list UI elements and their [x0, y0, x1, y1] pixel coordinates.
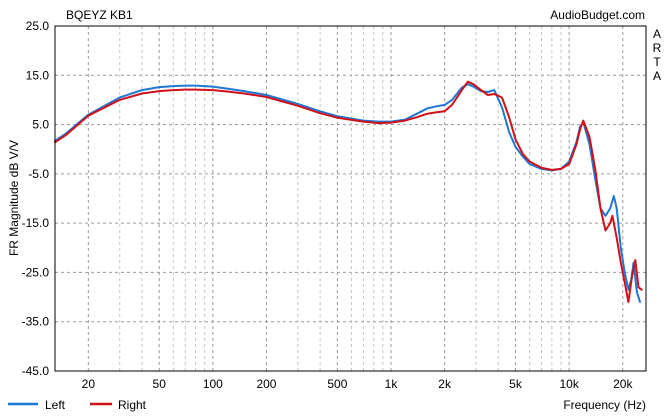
side-label-letter: A	[653, 69, 661, 83]
x-tick-label: 200	[256, 377, 276, 391]
y-tick-label: -35.0	[22, 315, 50, 329]
y-tick-label: -45.0	[22, 364, 50, 378]
series-line-right	[54, 80, 643, 303]
y-tick-label: 15.0	[26, 68, 50, 82]
x-tick-label: 5k	[509, 377, 523, 391]
y-tick-label: -25.0	[22, 265, 50, 279]
legend: Left Right	[8, 398, 147, 412]
y-axis-label: FR Magnitude dB V/V	[7, 140, 21, 256]
y-tick-label: -15.0	[22, 216, 50, 230]
plot-area	[54, 25, 647, 372]
x-tick-label: 500	[327, 377, 347, 391]
x-tick-label: 2k	[438, 377, 452, 391]
watermark-label: AudioBudget.com	[550, 8, 645, 22]
grid-lines	[55, 26, 646, 371]
series-layer	[54, 80, 643, 303]
x-tick-label: 50	[153, 377, 167, 391]
side-label-letter: A	[653, 27, 661, 41]
x-tick-labels: 20 50 100 200 500 1k 2k 5k 10k 20k	[82, 377, 634, 391]
legend-label-right: Right	[118, 398, 147, 412]
x-tick-label: 10k	[559, 377, 579, 391]
side-label-letter: T	[653, 55, 661, 69]
x-tick-label: 100	[203, 377, 223, 391]
plot-frame	[54, 25, 647, 372]
x-tick-label: 20	[82, 377, 96, 391]
y-tick-label: 25.0	[26, 19, 50, 33]
side-label-letter: R	[653, 41, 662, 55]
legend-label-left: Left	[45, 398, 66, 412]
y-tick-label: 5.0	[32, 118, 49, 132]
x-tick-label: 20k	[613, 377, 633, 391]
x-tick-label: 1k	[385, 377, 399, 391]
x-axis-label: Frequency (Hz)	[563, 398, 646, 412]
y-tick-label: -5.0	[28, 167, 49, 181]
chart-title: BQEYZ KB1	[66, 8, 133, 22]
y-tick-labels: 25.0 15.0 5.0 -5.0 -15.0 -25.0 -35.0 -45.0	[22, 19, 50, 378]
